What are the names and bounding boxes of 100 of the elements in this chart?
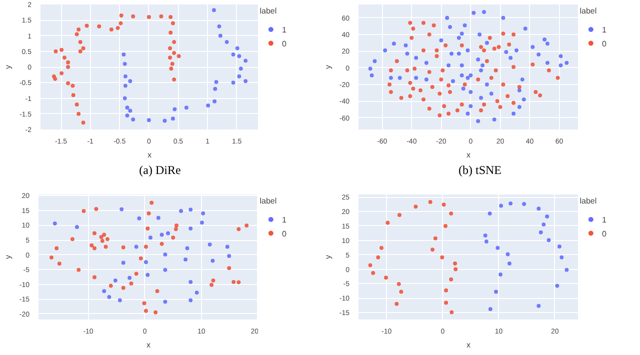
point	[66, 65, 70, 69]
point	[237, 54, 242, 58]
point	[108, 284, 113, 288]
point	[123, 74, 128, 78]
point	[146, 118, 151, 122]
point	[244, 224, 249, 228]
point	[560, 255, 564, 260]
point	[81, 120, 86, 125]
point	[66, 60, 70, 64]
point	[185, 246, 190, 250]
point	[174, 227, 178, 232]
point	[443, 224, 448, 228]
point	[555, 284, 560, 288]
point	[128, 108, 132, 113]
point	[227, 254, 232, 258]
point	[134, 272, 138, 276]
point	[166, 231, 170, 236]
point	[484, 240, 488, 244]
point	[433, 236, 438, 240]
point	[368, 263, 372, 268]
point	[172, 107, 177, 112]
legend-label: 0	[602, 229, 608, 238]
point	[131, 14, 136, 18]
x-axis-title: x	[146, 340, 150, 350]
point	[244, 58, 248, 63]
point	[394, 302, 399, 306]
point	[150, 200, 154, 205]
point	[211, 278, 216, 282]
x-axis-title: x	[148, 150, 152, 160]
point	[129, 281, 134, 286]
point	[128, 276, 132, 280]
point	[116, 26, 120, 30]
point	[171, 236, 176, 240]
point	[483, 233, 488, 238]
point	[102, 289, 106, 294]
point	[71, 93, 76, 98]
point	[131, 118, 136, 122]
legend-label: 1	[282, 216, 288, 224]
point	[210, 282, 214, 287]
point	[430, 248, 435, 252]
point	[440, 255, 444, 260]
point	[82, 209, 86, 214]
point	[201, 211, 206, 216]
point	[172, 78, 176, 82]
point	[155, 289, 160, 294]
point	[57, 262, 62, 266]
point	[146, 15, 151, 19]
point	[444, 300, 448, 305]
point	[168, 56, 172, 60]
point	[148, 236, 152, 240]
point	[100, 238, 104, 243]
point	[214, 80, 218, 84]
point	[168, 46, 172, 50]
point	[188, 280, 193, 284]
point	[113, 278, 118, 282]
point	[444, 288, 448, 292]
point	[74, 102, 79, 106]
legend-label: 1	[602, 26, 608, 34]
legend-title: label	[260, 196, 277, 206]
point	[156, 216, 160, 220]
y-axis-title: y	[3, 255, 12, 259]
point	[159, 14, 164, 18]
point	[125, 106, 130, 110]
point	[498, 272, 502, 276]
point	[396, 282, 401, 286]
point	[54, 246, 59, 250]
point	[118, 298, 122, 302]
point	[449, 212, 454, 216]
point	[414, 204, 418, 209]
point	[160, 232, 164, 237]
point	[70, 84, 75, 88]
point	[146, 226, 150, 230]
point	[380, 246, 384, 250]
point	[146, 211, 151, 216]
point	[442, 202, 446, 207]
point	[557, 244, 562, 248]
point	[225, 244, 230, 249]
point	[122, 62, 127, 66]
point	[144, 260, 148, 264]
point	[99, 235, 104, 240]
point	[174, 224, 178, 228]
point	[237, 74, 242, 78]
point	[168, 30, 173, 35]
legend-title: label	[580, 6, 597, 16]
point	[453, 262, 458, 266]
point	[120, 207, 124, 212]
point	[92, 231, 96, 236]
point	[90, 243, 94, 248]
point	[62, 56, 67, 60]
point	[179, 209, 184, 214]
legend-label: 0	[282, 39, 288, 48]
point	[536, 304, 541, 308]
point	[488, 212, 492, 216]
point	[54, 49, 58, 54]
point	[70, 237, 74, 242]
point	[92, 275, 96, 280]
point	[384, 276, 388, 280]
point	[123, 84, 128, 88]
point	[170, 116, 175, 121]
point	[231, 80, 236, 85]
